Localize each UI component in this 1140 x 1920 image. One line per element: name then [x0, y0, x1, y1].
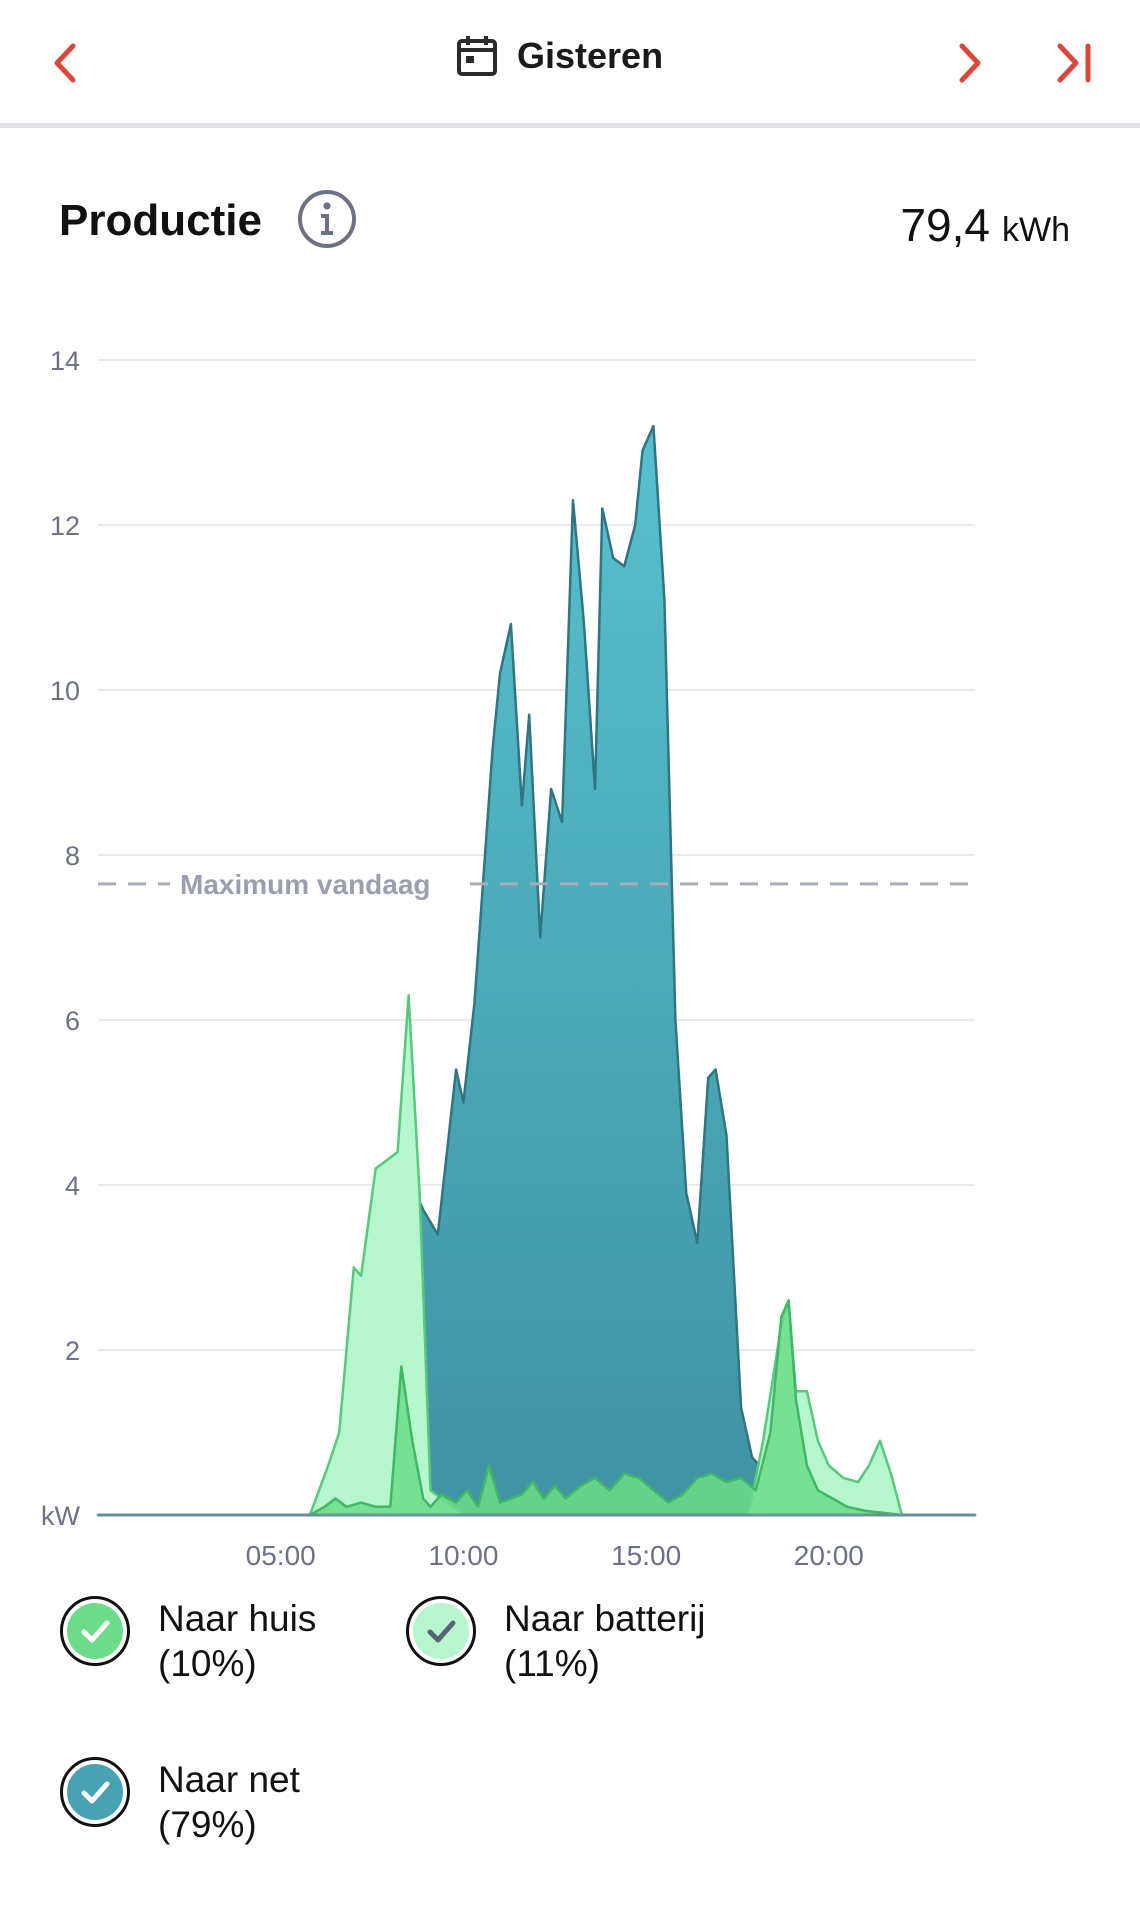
production-total: 79,4 kWh	[900, 198, 1070, 252]
legend-series-name: Naar net	[158, 1759, 300, 1800]
calendar-icon	[457, 36, 497, 76]
x-tick-label: 15:00	[611, 1540, 681, 1571]
reference-line-label: Maximum vandaag	[180, 869, 431, 900]
y-tick-label: 6	[65, 1006, 80, 1036]
date-title: Gisteren	[517, 35, 664, 76]
legend-swatch	[67, 1603, 123, 1659]
check-icon	[427, 1620, 456, 1643]
jump-to-today-button[interactable]	[1040, 28, 1110, 98]
legend-item-naar-net[interactable]: Naar net (79%)	[60, 1757, 300, 1847]
total-value: 79,4	[900, 199, 990, 251]
next-day-button[interactable]	[935, 28, 1005, 98]
legend-label: Naar huis (10%)	[158, 1596, 316, 1686]
legend-swatch	[67, 1764, 123, 1820]
previous-day-button[interactable]	[30, 28, 100, 98]
area-series-naar-net	[96, 424, 977, 1517]
check-icon	[81, 1781, 110, 1804]
skip-to-end-icon	[1057, 43, 1091, 83]
check-icon	[81, 1620, 110, 1643]
chevron-right-icon	[959, 43, 981, 83]
y-tick-label: 8	[65, 841, 80, 871]
legend-series-share: (79%)	[158, 1804, 257, 1845]
y-tick-label: 12	[50, 511, 80, 541]
legend-toggle-naar-batterij[interactable]	[406, 1596, 476, 1666]
x-tick-label: 20:00	[794, 1540, 864, 1571]
area-series-naar-huis	[96, 1299, 977, 1517]
y-axis-unit-label: kW	[41, 1501, 81, 1531]
y-tick-label: 2	[65, 1336, 80, 1366]
production-chart: 2 4 6 8 10 12 14 kW Maximum vandaag 05:00 10:00 15:…	[41, 346, 977, 1571]
legend-item-naar-batterij[interactable]: Naar batterij (11%)	[406, 1596, 706, 1686]
area-series-naar-batterij	[96, 994, 977, 1517]
chevron-left-icon	[54, 43, 76, 83]
legend-series-name: Naar batterij	[504, 1598, 706, 1639]
date-selector[interactable]: Gisteren	[455, 28, 663, 84]
legend-toggle-naar-net[interactable]	[60, 1757, 130, 1827]
legend-item-naar-huis[interactable]: Naar huis (10%)	[60, 1596, 316, 1686]
y-tick-label: 14	[50, 346, 80, 376]
production-section-header: Productie 79,4 kWh	[0, 188, 1140, 258]
legend-label: Naar net (79%)	[158, 1757, 300, 1847]
y-tick-label: 4	[65, 1171, 80, 1201]
y-tick-label: 10	[50, 676, 80, 706]
section-title: Productie	[59, 196, 262, 245]
legend-label: Naar batterij (11%)	[504, 1596, 706, 1686]
legend-series-share: (10%)	[158, 1643, 257, 1684]
date-navigation-header: Gisteren	[0, 0, 1140, 128]
x-tick-label: 10:00	[428, 1540, 498, 1571]
x-tick-label: 05:00	[246, 1540, 316, 1571]
info-icon	[298, 190, 356, 248]
total-unit: kWh	[1002, 211, 1070, 249]
legend-swatch	[413, 1603, 469, 1659]
legend-toggle-naar-huis[interactable]	[60, 1596, 130, 1666]
info-button[interactable]	[296, 188, 358, 250]
legend-series-share: (11%)	[504, 1643, 600, 1684]
legend-series-name: Naar huis	[158, 1598, 317, 1639]
